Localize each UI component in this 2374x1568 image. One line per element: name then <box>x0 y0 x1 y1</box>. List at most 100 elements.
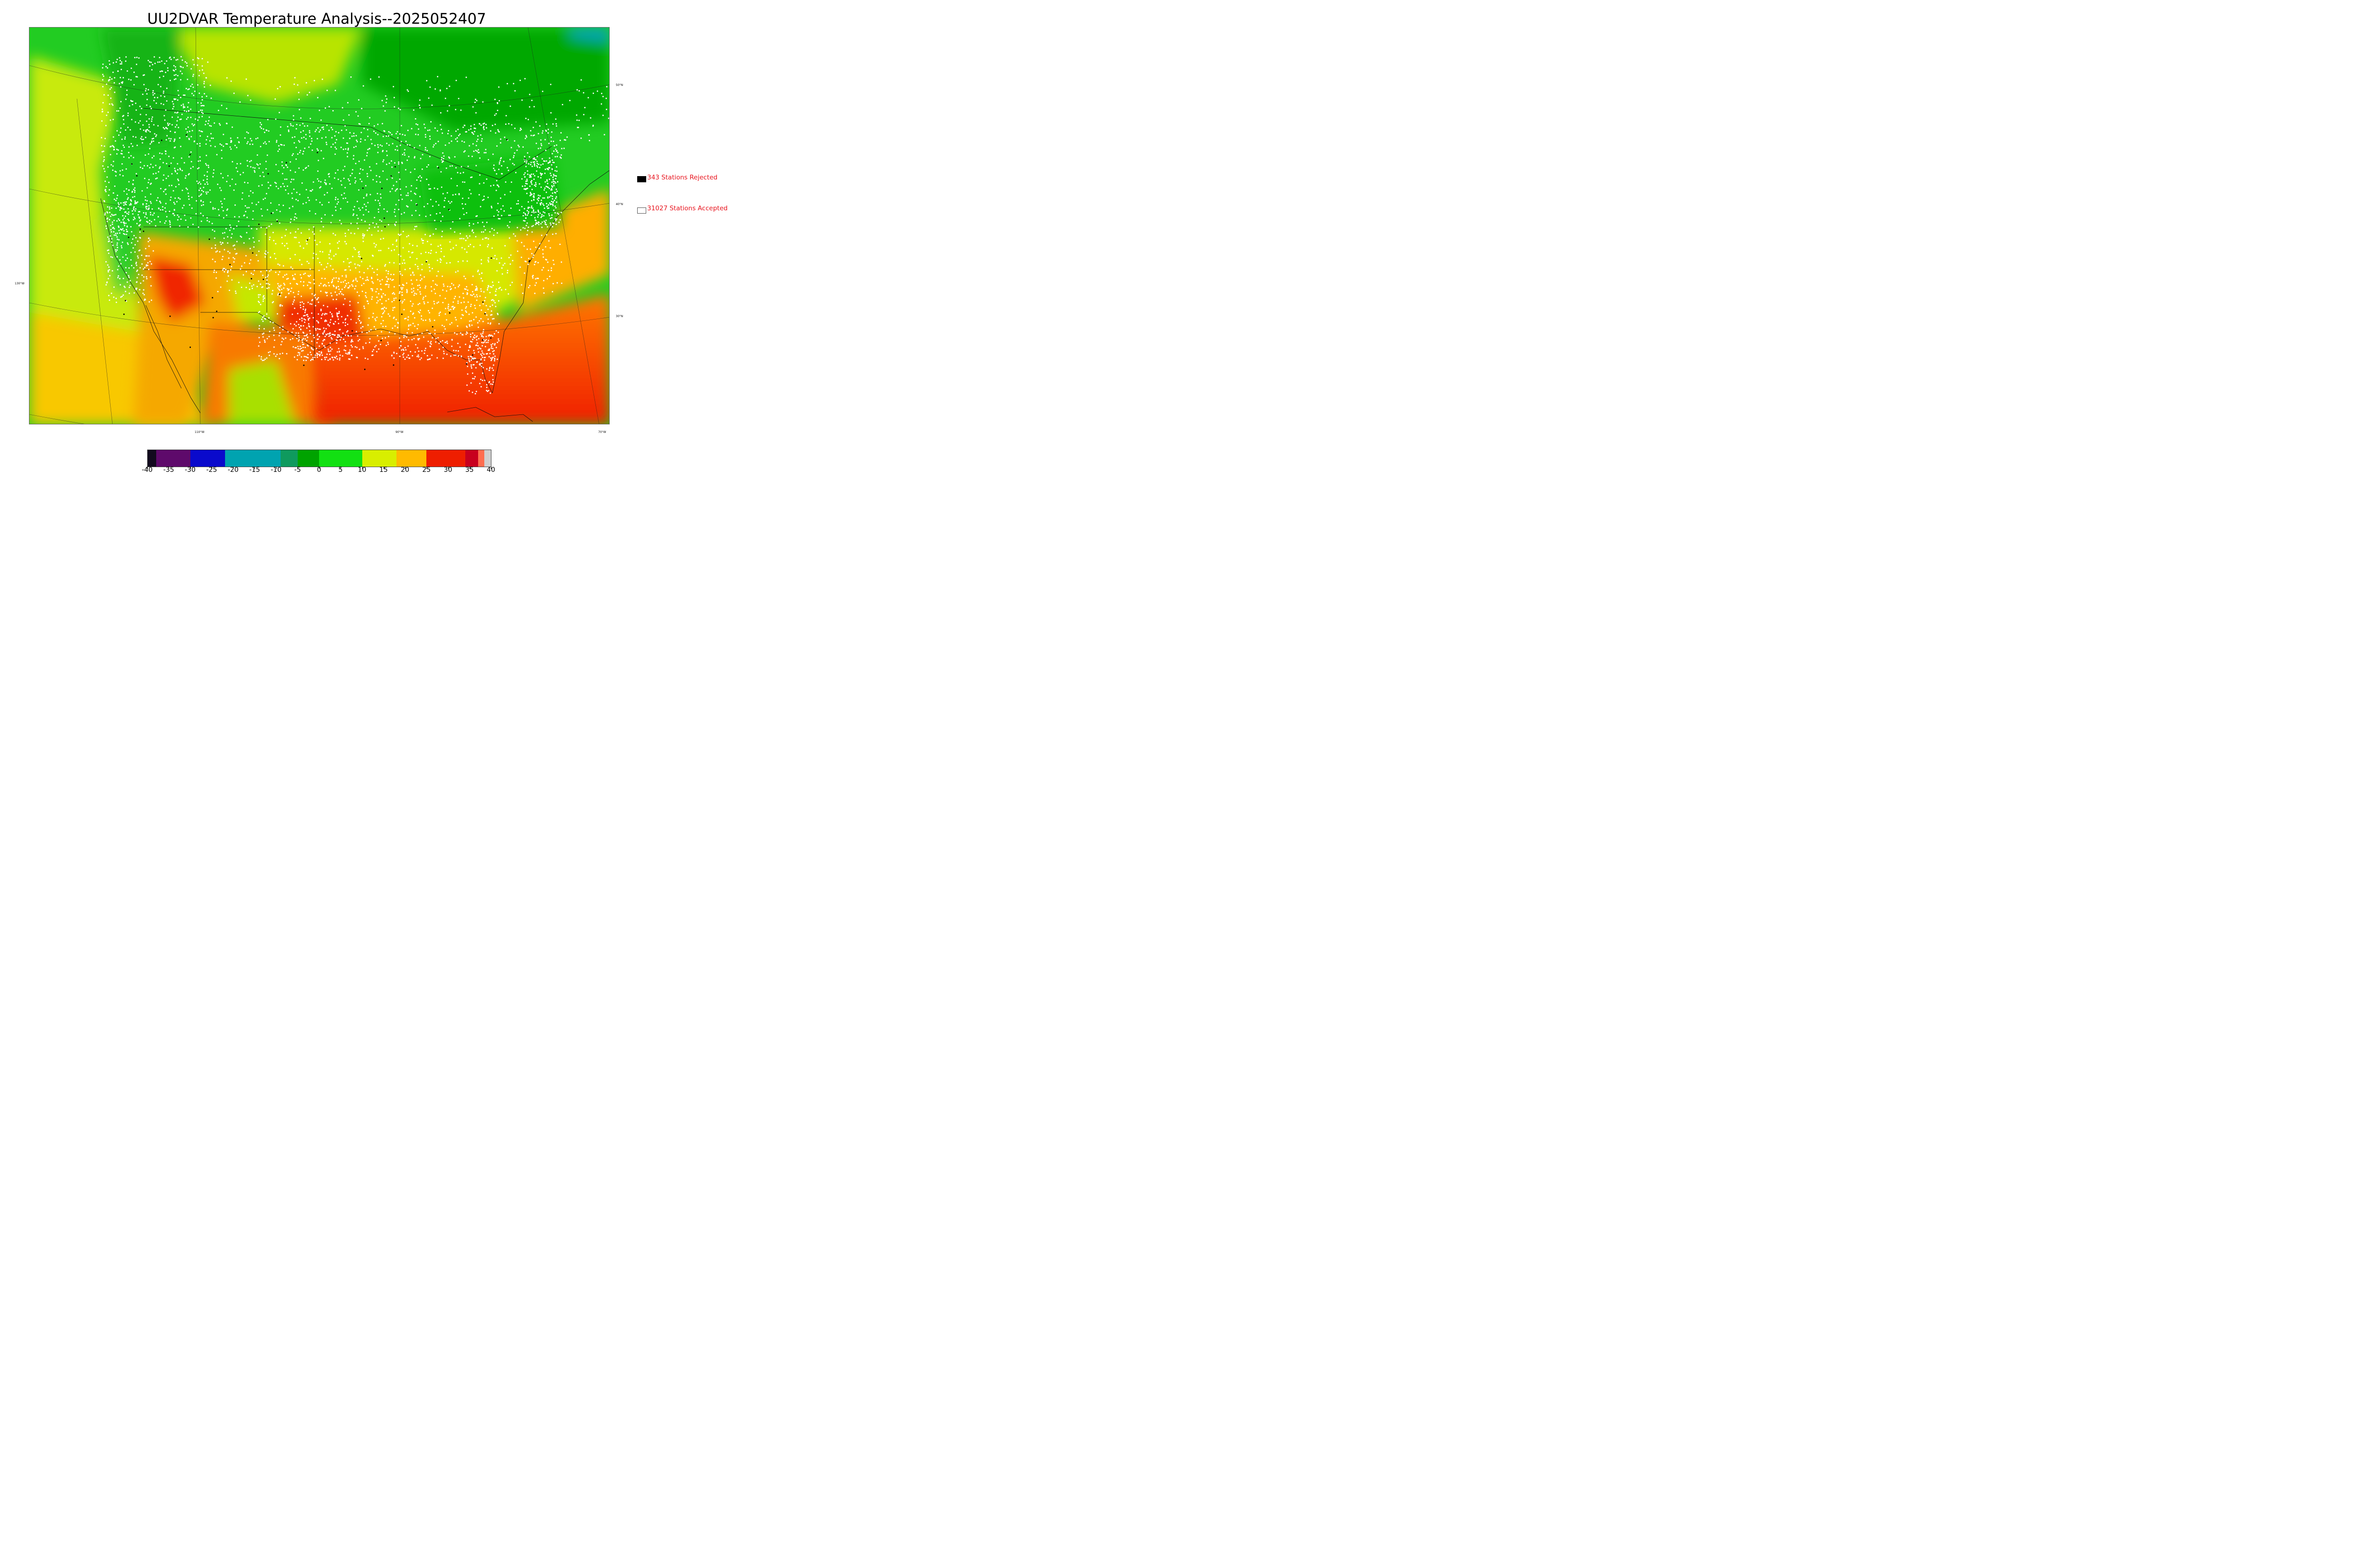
station-accepted <box>484 340 486 341</box>
station-accepted <box>557 181 558 183</box>
station-accepted <box>457 300 459 302</box>
station-accepted <box>102 111 104 112</box>
station-accepted <box>420 253 422 254</box>
station-accepted <box>307 354 309 356</box>
station-accepted <box>357 291 358 293</box>
station-accepted <box>220 244 222 245</box>
station-accepted <box>547 169 549 170</box>
station-accepted <box>544 172 546 174</box>
station-accepted <box>339 293 340 295</box>
station-accepted <box>280 126 282 128</box>
station-accepted <box>497 110 499 111</box>
station-accepted <box>200 213 202 214</box>
station-accepted <box>304 312 306 313</box>
station-accepted <box>153 124 155 126</box>
station-accepted <box>456 141 458 142</box>
station-accepted <box>295 332 297 334</box>
station-accepted <box>480 124 482 126</box>
station-accepted <box>336 342 338 344</box>
station-accepted <box>392 293 394 294</box>
station-accepted <box>103 75 104 77</box>
station-accepted <box>350 310 352 311</box>
station-accepted <box>298 242 300 244</box>
station-accepted <box>537 214 539 216</box>
station-accepted <box>326 291 328 293</box>
station-accepted <box>119 170 121 172</box>
station-accepted <box>130 199 132 201</box>
station-accepted <box>210 145 212 147</box>
station-accepted <box>312 359 314 360</box>
station-accepted <box>378 250 380 252</box>
graticule <box>29 28 609 424</box>
station-accepted <box>524 185 526 187</box>
station-accepted <box>292 197 293 199</box>
station-accepted <box>546 180 548 182</box>
station-accepted <box>315 254 317 255</box>
station-accepted <box>268 336 270 338</box>
station-accepted <box>479 383 480 385</box>
station-accepted <box>291 287 292 289</box>
station-accepted <box>196 200 197 202</box>
station-accepted <box>375 291 377 292</box>
station-accepted <box>444 342 446 343</box>
station-accepted <box>273 335 275 336</box>
station-accepted <box>136 277 138 279</box>
station-accepted <box>135 173 137 175</box>
station-accepted <box>331 281 333 282</box>
station-accepted <box>471 341 473 343</box>
station-accepted <box>295 198 297 200</box>
station-accepted <box>472 232 474 234</box>
station-accepted <box>183 205 185 206</box>
station-accepted <box>176 124 178 126</box>
station-accepted <box>532 161 534 163</box>
station-accepted <box>528 119 529 121</box>
station-accepted <box>114 92 115 93</box>
station-accepted <box>493 229 495 231</box>
station-accepted <box>602 96 604 97</box>
station-accepted <box>416 328 418 329</box>
station-accepted <box>556 166 557 168</box>
station-accepted <box>294 136 296 138</box>
station-accepted <box>348 335 349 337</box>
station-accepted <box>125 204 127 206</box>
station-accepted <box>407 206 409 207</box>
station-accepted <box>524 172 526 174</box>
station-accepted <box>330 222 332 224</box>
station-accepted <box>440 171 442 173</box>
station-accepted <box>125 300 127 302</box>
station-accepted <box>344 319 346 320</box>
station-accepted <box>173 157 174 159</box>
station-accepted <box>488 244 489 245</box>
station-rejected <box>425 261 427 263</box>
station-accepted <box>151 141 152 143</box>
station-accepted <box>444 328 446 330</box>
colorbar-band-12 <box>484 450 491 467</box>
station-accepted <box>484 379 486 381</box>
station-accepted <box>334 135 336 137</box>
station-accepted <box>324 358 326 360</box>
station-accepted <box>150 183 151 185</box>
station-accepted <box>112 72 114 73</box>
station-accepted <box>513 233 515 235</box>
station-accepted <box>181 113 183 115</box>
station-accepted <box>316 355 318 356</box>
station-accepted <box>149 65 151 67</box>
station-accepted <box>109 146 111 148</box>
station-accepted <box>307 337 308 338</box>
station-accepted <box>125 201 127 203</box>
station-accepted <box>191 123 193 125</box>
station-accepted <box>205 77 207 79</box>
station-accepted <box>282 338 283 339</box>
station-accepted <box>317 138 318 140</box>
station-accepted <box>367 149 369 150</box>
station-accepted <box>311 354 312 356</box>
station-accepted <box>382 338 383 339</box>
station-accepted <box>426 166 428 168</box>
station-accepted <box>446 340 448 342</box>
station-accepted <box>151 118 153 120</box>
station-accepted <box>495 113 497 114</box>
station-accepted <box>285 229 287 231</box>
station-accepted <box>279 358 280 359</box>
station-accepted <box>535 246 537 248</box>
station-accepted <box>330 311 331 313</box>
